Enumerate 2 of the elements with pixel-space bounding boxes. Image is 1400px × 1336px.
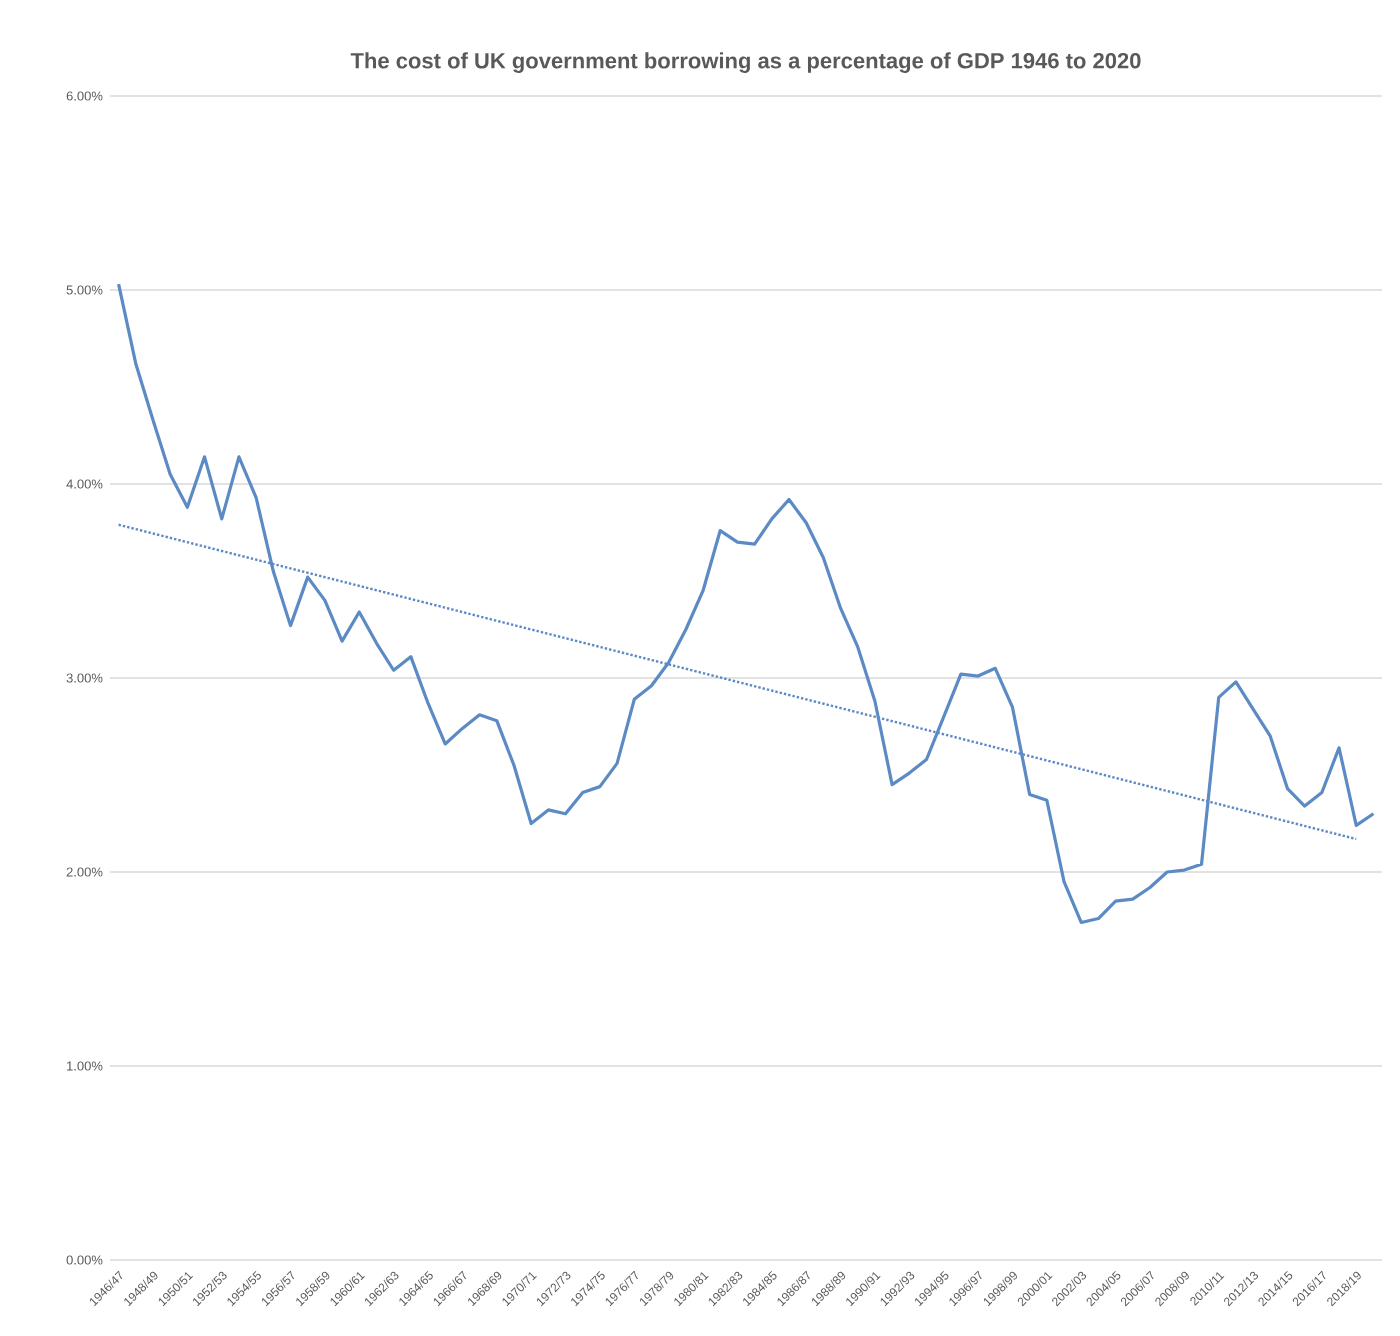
line-series [117, 282, 1376, 925]
chart-title: The cost of UK government borrowing as a percentage of GDP 1946 to 2020 [350, 52, 1141, 73]
